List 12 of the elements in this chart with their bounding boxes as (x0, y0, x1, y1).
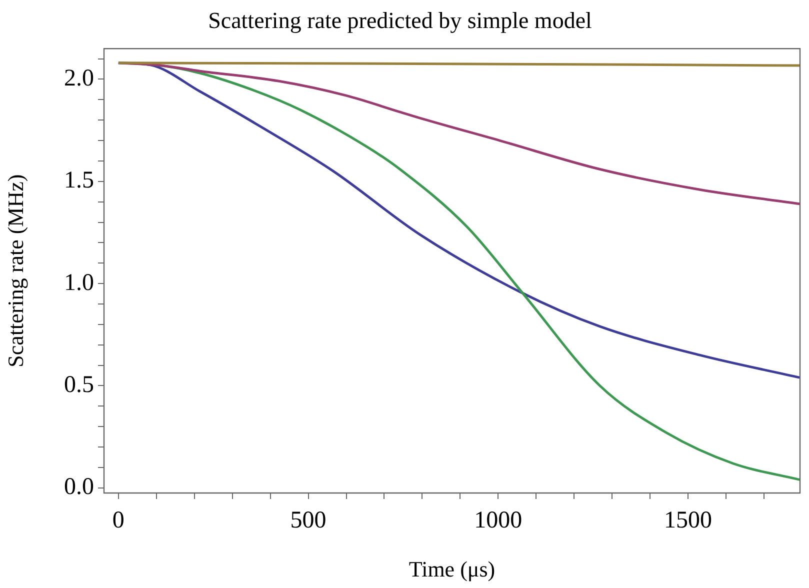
y-tick-label: 1.0 (64, 270, 94, 296)
x-tick-label: 0 (112, 508, 124, 534)
y-axis-title: Scattering rate (MHz) (2, 174, 28, 368)
y-tick-label: 0.5 (64, 372, 94, 398)
y-tick-label: 1.5 (64, 168, 94, 194)
x-axis-title: Time (μs) (408, 556, 496, 582)
x-tick-label: 500 (290, 508, 326, 534)
x-tick-label: 1000 (474, 508, 522, 534)
y-tick-label: 0.0 (64, 474, 94, 500)
x-tick-label: 1500 (664, 508, 712, 534)
y-tick-label: 2.0 (64, 66, 94, 92)
chart-title: Scattering rate predicted by simple model (208, 8, 592, 33)
